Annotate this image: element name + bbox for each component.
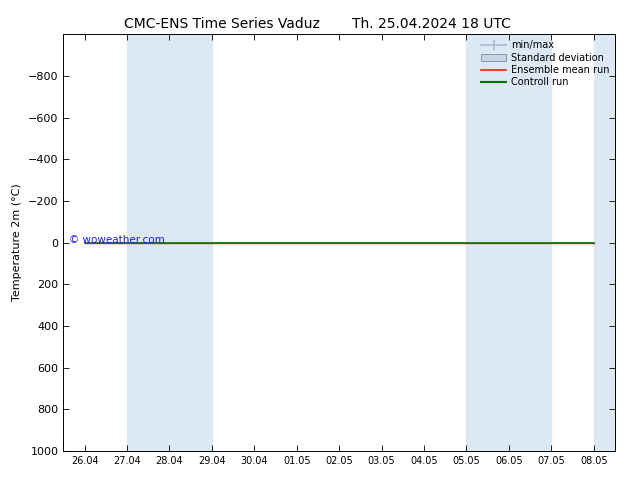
Bar bbox=[169, 34, 212, 451]
Bar bbox=[509, 34, 552, 451]
Text: CMC-ENS Time Series Vaduz: CMC-ENS Time Series Vaduz bbox=[124, 17, 320, 31]
Text: Th. 25.04.2024 18 UTC: Th. 25.04.2024 18 UTC bbox=[352, 17, 510, 31]
Y-axis label: Temperature 2m (°C): Temperature 2m (°C) bbox=[13, 184, 22, 301]
Legend: min/max, Standard deviation, Ensemble mean run, Controll run: min/max, Standard deviation, Ensemble me… bbox=[477, 36, 613, 91]
Text: © woweather.com: © woweather.com bbox=[69, 236, 165, 245]
Bar bbox=[467, 34, 509, 451]
Bar bbox=[594, 34, 634, 451]
Bar bbox=[127, 34, 169, 451]
